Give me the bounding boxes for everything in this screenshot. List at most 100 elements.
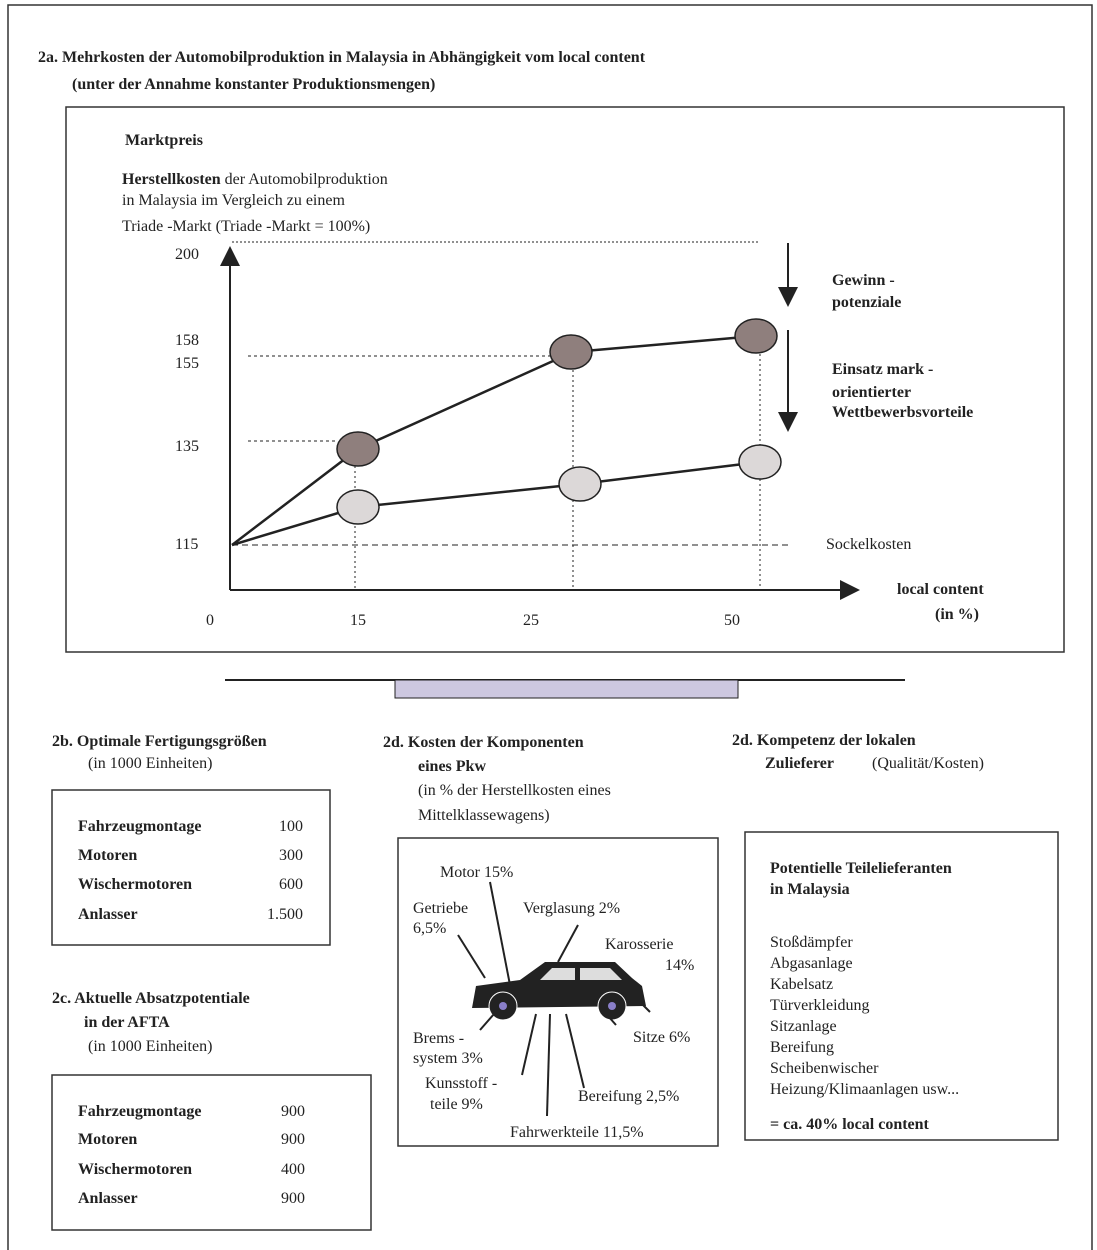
row-value: 100 — [279, 818, 303, 835]
cost-label: in Malaysia im Vergleich zu einem — [122, 192, 345, 209]
row-value: 900 — [281, 1131, 305, 1148]
pointer — [490, 882, 510, 985]
sockel-label: Sockelkosten — [826, 536, 911, 553]
point-dark — [550, 335, 592, 369]
document: Herstellkosten der Automobilproduktion Z… — [0, 0, 1097, 1250]
x-label: 0 — [206, 612, 214, 629]
annotation: potenziale — [832, 294, 901, 311]
row-label: Fahrzeugmontage — [78, 1103, 202, 1120]
component-label: system 3% — [413, 1050, 483, 1067]
box-title: in Malaysia — [770, 881, 850, 898]
row-label: Motoren — [78, 1131, 137, 1148]
pointer — [522, 1014, 536, 1075]
marktpreis: Marktpreis — [125, 132, 203, 149]
cost-label: Triade -Markt (Triade -Markt = 100%) — [122, 218, 370, 235]
subtitle-2b: (in 1000 Einheiten) — [88, 755, 212, 772]
supplier-item: Heizung/Klimaanlagen usw... — [770, 1081, 959, 1098]
points — [337, 319, 781, 524]
supplier-item: Abgasanlage — [770, 955, 853, 972]
component-label: Verglasung 2% — [523, 900, 620, 917]
supplier-item: Bereifung — [770, 1039, 834, 1056]
lower-line — [232, 462, 760, 545]
car-windows — [540, 968, 622, 980]
hub — [499, 1002, 507, 1010]
cost-label-rest: der Automobilproduktion — [221, 171, 388, 188]
page: Herstellkosten der Automobilproduktion Z… — [0, 0, 1097, 1250]
component-label: teile 9% — [430, 1096, 483, 1113]
y-label: 155 — [175, 355, 199, 372]
connector — [395, 680, 738, 698]
pointer — [547, 1014, 550, 1116]
row-value: 600 — [279, 876, 303, 893]
x-label: 15 — [350, 612, 366, 629]
summary: = ca. 40% local content — [770, 1116, 930, 1133]
annotation: Gewinn - — [832, 272, 895, 289]
annotation: orientierter — [832, 384, 911, 401]
x-label: 25 — [523, 612, 539, 629]
point-light — [337, 490, 379, 524]
component-label: Getriebe — [413, 900, 468, 917]
row-label: Motoren — [78, 847, 137, 864]
pointer — [458, 935, 485, 978]
component-label: 6,5% — [413, 920, 446, 937]
pointer — [558, 925, 578, 962]
row-label: Wischermotoren — [78, 876, 192, 893]
pointer — [480, 1014, 494, 1030]
row-label: Anlasser — [78, 906, 138, 923]
diagram-box — [66, 107, 1064, 652]
cost-label-bold: Herstellkosten — [122, 171, 221, 188]
suppliers-title-note: (Qualität/Kosten) — [872, 755, 984, 772]
row-label: Wischermotoren — [78, 1161, 192, 1178]
row-value: 400 — [281, 1161, 305, 1178]
subtitle-components: (in % der Herstellkosten eines — [418, 782, 611, 799]
row-value: 1.500 — [267, 906, 303, 923]
diagram-lines — [230, 242, 856, 590]
row-value: 300 — [279, 847, 303, 864]
x-label: 50 — [724, 612, 740, 629]
annotation: Einsatz mark - — [832, 361, 933, 378]
component-label: Sitze 6% — [633, 1029, 690, 1046]
annotation: Wettbewerbsvorteile — [832, 404, 973, 421]
title-suppliers: 2d. Kompetenz der lokalen — [732, 732, 916, 749]
y-label: 200 — [175, 246, 199, 263]
hub — [608, 1002, 616, 1010]
subtitle-2c: (in 1000 Einheiten) — [88, 1038, 212, 1055]
point-light — [559, 467, 601, 501]
box-title: Potentielle Teilelieferanten — [770, 860, 952, 877]
row-label: Anlasser — [78, 1190, 138, 1207]
subtitle-components: Mittelklassewagens) — [418, 807, 550, 824]
component-label: Bereifung 2,5% — [578, 1088, 679, 1105]
y-label: 115 — [175, 536, 198, 553]
component-label: Kunsstoff - — [425, 1075, 497, 1092]
pointer — [566, 1014, 584, 1088]
y-label: 135 — [175, 438, 199, 455]
title-components: eines Pkw — [418, 758, 486, 775]
point-dark — [735, 319, 777, 353]
x-axis-label: (in %) — [935, 606, 979, 623]
component-label: Motor 15% — [440, 864, 513, 881]
y-label: 158 — [175, 332, 199, 349]
title: 2a. Mehrkosten der Automobilproduktion i… — [38, 49, 646, 66]
x-axis-label: local content — [897, 581, 984, 598]
title-2c: 2c. Aktuelle Absatzpotentiale — [52, 990, 250, 1007]
title-2c: in der AFTA — [84, 1014, 170, 1031]
row-label: Fahrzeugmontage — [78, 818, 202, 835]
row-value: 900 — [281, 1190, 305, 1207]
supplier-item: Sitzanlage — [770, 1018, 837, 1035]
component-label: Brems - — [413, 1030, 464, 1047]
row-value: 900 — [281, 1103, 305, 1120]
component-label: Karosserie — [605, 936, 673, 953]
component-label: 14% — [665, 957, 694, 974]
subtitle: (unter der Annahme konstanter Produktion… — [72, 76, 435, 93]
supplier-item: Stoßdämpfer — [770, 934, 853, 951]
supplier-item: Scheibenwischer — [770, 1060, 879, 1077]
title-2b: 2b. Optimale Fertigungsgrößen — [52, 733, 267, 750]
suppliers-title-bold: Zulieferer — [765, 755, 834, 772]
point-light — [739, 445, 781, 479]
supplier-item: Kabelsatz — [770, 976, 833, 993]
title-components: 2d. Kosten der Komponenten — [383, 734, 584, 751]
component-label: Fahrwerkteile 11,5% — [510, 1124, 644, 1141]
point-dark — [337, 432, 379, 466]
cost-label: Herstellkosten der Automobilproduktion — [122, 171, 388, 188]
supplier-item: Türverkleidung — [770, 997, 870, 1014]
